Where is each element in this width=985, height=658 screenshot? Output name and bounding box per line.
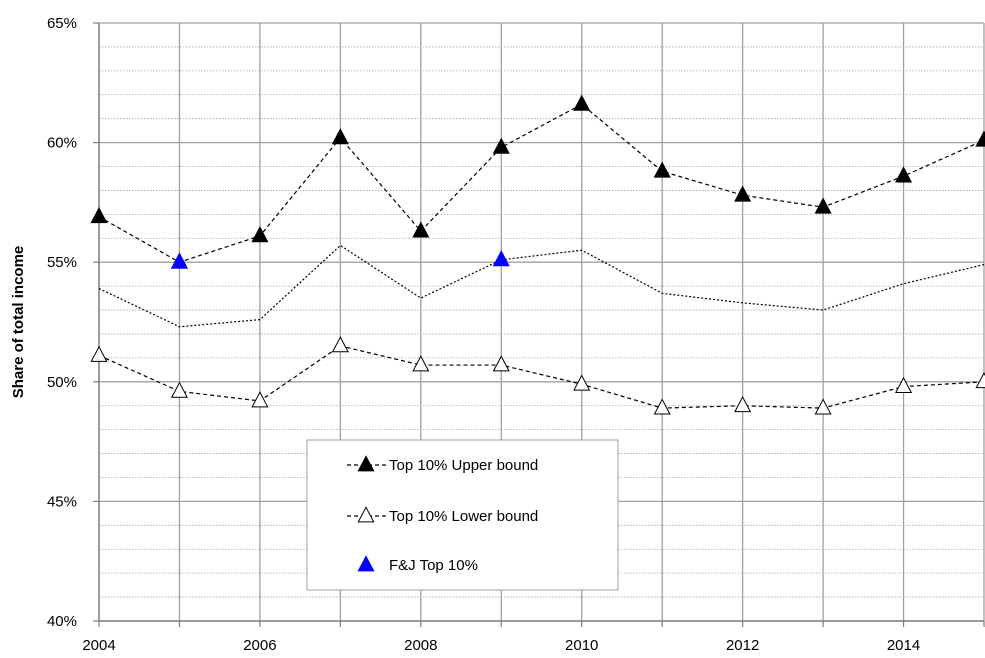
data-point-marker bbox=[814, 398, 832, 415]
data-point-marker bbox=[90, 345, 108, 362]
data-point-marker bbox=[251, 391, 269, 408]
data-point-marker bbox=[251, 226, 269, 243]
legend-entry: Top 10% Upper bound bbox=[347, 455, 538, 474]
series-line bbox=[98, 244, 985, 328]
legend-marker bbox=[357, 555, 375, 572]
y-tick-label: 60% bbox=[47, 135, 77, 152]
y-axis-title: Share of total income bbox=[10, 246, 27, 399]
series-1 bbox=[90, 94, 985, 269]
legend-label: Top 10% Upper bound bbox=[389, 457, 538, 474]
y-tick-label: 65% bbox=[47, 15, 77, 32]
data-point-marker bbox=[895, 376, 913, 393]
data-point-marker bbox=[331, 128, 349, 145]
y-tick-label: 40% bbox=[47, 613, 77, 630]
minor-gridlines bbox=[99, 46, 984, 598]
data-point-marker bbox=[412, 221, 430, 238]
data-point-marker bbox=[734, 185, 752, 202]
y-tick-label: 55% bbox=[47, 254, 77, 271]
data-point-marker bbox=[975, 130, 985, 147]
series-3 bbox=[98, 244, 985, 328]
x-tick-label: 2008 bbox=[404, 637, 437, 654]
legend-box bbox=[306, 439, 619, 591]
data-point-marker bbox=[975, 372, 985, 389]
series-line bbox=[98, 103, 985, 263]
y-tick-label: 45% bbox=[47, 493, 77, 510]
x-tick-label: 2014 bbox=[887, 637, 920, 654]
data-point-marker bbox=[653, 398, 671, 415]
data-point-marker bbox=[170, 381, 188, 398]
axes bbox=[93, 22, 985, 627]
data-point-marker bbox=[573, 94, 591, 111]
data-point-marker bbox=[412, 355, 430, 372]
data-point-marker bbox=[653, 161, 671, 178]
legend-label: Top 10% Lower bound bbox=[389, 508, 538, 525]
data-point-marker bbox=[492, 355, 510, 372]
data-point-marker bbox=[170, 252, 188, 269]
x-tick-labels: 2004 2006 2008 2010 2012 2014 bbox=[82, 637, 920, 654]
series-4 bbox=[170, 250, 510, 269]
series-2 bbox=[90, 336, 985, 415]
series-line bbox=[98, 345, 985, 409]
data-point-marker bbox=[492, 250, 510, 267]
y-tick-labels: 40% 45% 50% 55% 60% 65% bbox=[47, 15, 77, 630]
x-tick-label: 2010 bbox=[565, 637, 598, 654]
x-tick-label: 2006 bbox=[243, 637, 276, 654]
data-point-marker bbox=[331, 336, 349, 353]
legend-entry: F&J Top 10% bbox=[357, 555, 478, 574]
x-tick-label: 2004 bbox=[82, 637, 115, 654]
data-point-marker bbox=[90, 207, 108, 224]
legend-label: F&J Top 10% bbox=[389, 557, 478, 574]
legend: Top 10% Upper bound Top 10% Lower bound F&… bbox=[306, 439, 619, 591]
data-point-marker bbox=[814, 197, 832, 214]
x-tick-label: 2012 bbox=[726, 637, 759, 654]
y-tick-label: 50% bbox=[47, 374, 77, 391]
series-layer bbox=[90, 94, 985, 415]
legend-entry: Top 10% Lower bound bbox=[347, 506, 538, 525]
data-point-marker bbox=[895, 166, 913, 183]
legend-marker bbox=[357, 506, 375, 523]
legend-marker bbox=[357, 455, 375, 472]
data-point-marker bbox=[492, 137, 510, 154]
data-point-marker bbox=[734, 395, 752, 413]
data-point-marker bbox=[573, 374, 591, 391]
